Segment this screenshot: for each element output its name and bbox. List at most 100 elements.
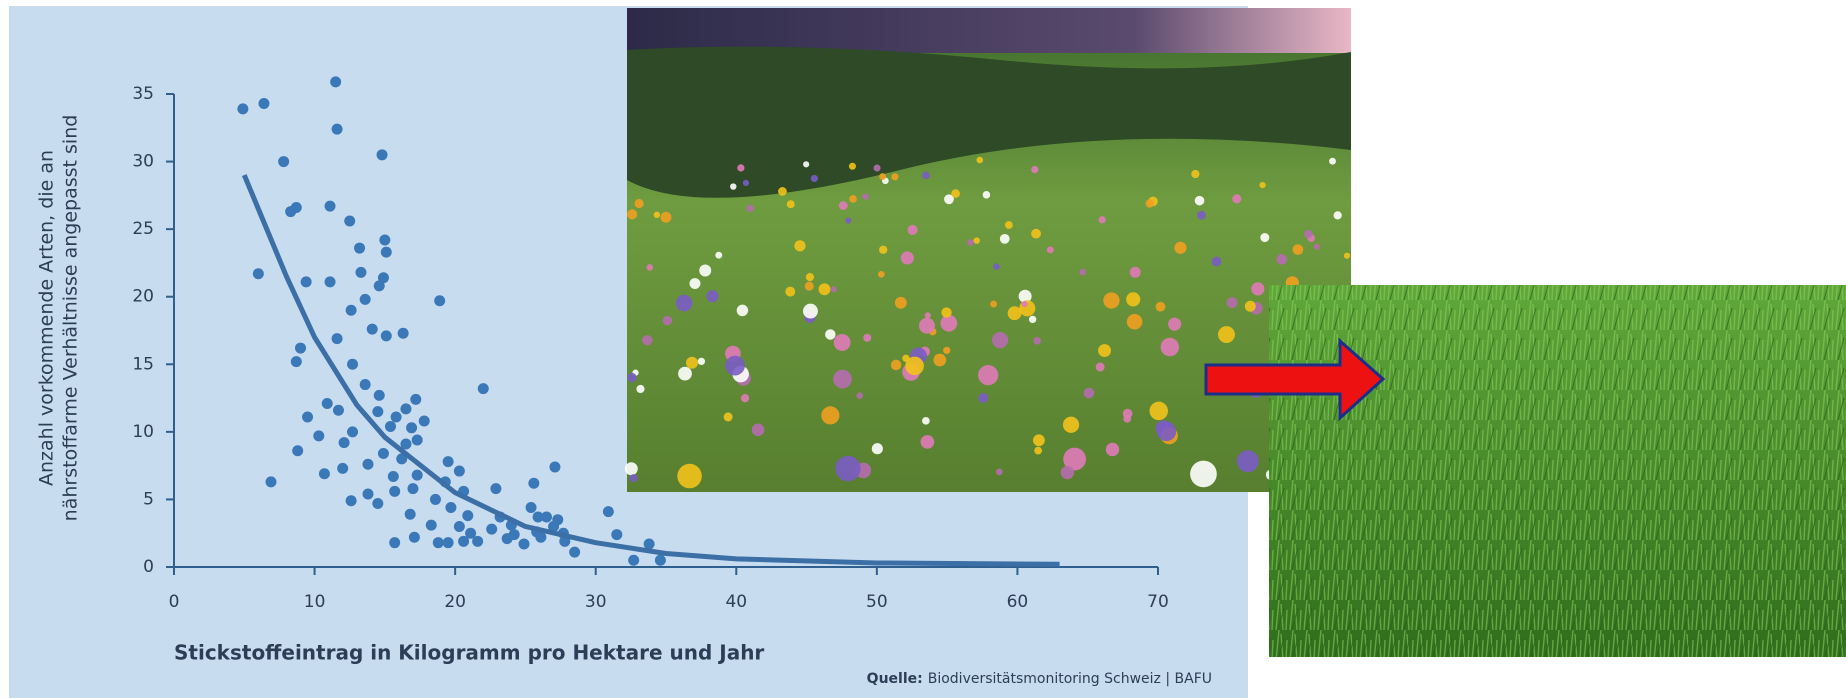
- flower: [1190, 461, 1217, 488]
- point: [360, 294, 371, 305]
- point: [391, 411, 402, 422]
- grass-blades: [1269, 285, 1846, 657]
- flower: [895, 297, 907, 309]
- point: [426, 520, 437, 531]
- flower: [747, 205, 754, 212]
- y-tick-label: 30: [132, 152, 154, 172]
- flower: [879, 173, 886, 180]
- point: [347, 359, 358, 370]
- point: [367, 324, 378, 335]
- flower: [785, 287, 795, 297]
- meadow-photo: [625, 8, 1351, 492]
- flower: [872, 443, 883, 454]
- x-tick-label: 70: [1147, 592, 1169, 612]
- point: [541, 511, 552, 522]
- flower: [707, 290, 719, 302]
- flower: [951, 189, 960, 198]
- flower: [878, 271, 885, 278]
- flower: [1259, 182, 1265, 188]
- point: [388, 471, 399, 482]
- y-tick-label: 35: [132, 84, 154, 104]
- flower: [1218, 326, 1235, 343]
- point: [337, 463, 348, 474]
- flower: [689, 278, 700, 289]
- flower: [636, 385, 644, 393]
- flower: [1005, 221, 1013, 229]
- source-text: Biodiversitätsmonitoring Schweiz | BAFU: [928, 671, 1212, 687]
- flower: [1063, 417, 1079, 433]
- flower: [1314, 244, 1320, 250]
- point: [472, 536, 483, 547]
- point: [344, 216, 355, 227]
- point: [433, 537, 444, 548]
- point: [301, 276, 312, 287]
- point: [412, 434, 423, 445]
- point: [405, 509, 416, 520]
- point: [362, 489, 373, 500]
- flower: [891, 360, 901, 370]
- grass-photo: [1269, 285, 1846, 657]
- flower: [627, 373, 636, 382]
- flower: [678, 367, 692, 381]
- point: [655, 555, 666, 566]
- flower: [849, 163, 856, 170]
- point: [332, 124, 343, 135]
- flower: [699, 264, 711, 276]
- flower: [1168, 318, 1181, 331]
- point: [486, 524, 497, 535]
- flower: [778, 187, 787, 196]
- flower: [908, 225, 918, 235]
- flower: [941, 307, 951, 317]
- y-tick-label: 10: [132, 422, 154, 442]
- point: [407, 483, 418, 494]
- point: [526, 502, 537, 513]
- flower: [1047, 246, 1054, 253]
- flower: [834, 334, 851, 351]
- point: [378, 448, 389, 459]
- point: [406, 422, 417, 433]
- flower: [831, 286, 837, 292]
- flower: [1197, 211, 1206, 220]
- point: [519, 539, 530, 550]
- point: [443, 456, 454, 467]
- flower: [978, 365, 998, 385]
- x-axis-label: Stickstoffeintrag in Kilogramm pro Hekta…: [174, 641, 764, 665]
- flower: [654, 212, 660, 218]
- flower: [845, 217, 851, 223]
- flower: [1098, 344, 1111, 357]
- flower: [642, 335, 652, 345]
- flower: [1174, 242, 1186, 254]
- source: Quelle:Biodiversitätsmonitoring Schweiz …: [867, 671, 1212, 687]
- x-tick-label: 50: [866, 592, 888, 612]
- flower: [1130, 267, 1141, 278]
- flower: [686, 357, 698, 369]
- flower: [1099, 216, 1106, 223]
- point: [385, 421, 396, 432]
- flower: [787, 200, 795, 208]
- point: [322, 398, 333, 409]
- flower: [1344, 253, 1350, 259]
- point: [445, 502, 456, 513]
- flower: [1000, 234, 1010, 244]
- flower: [1126, 292, 1140, 306]
- point: [291, 356, 302, 367]
- x-tick-label: 20: [444, 592, 466, 612]
- flower: [905, 357, 924, 376]
- point: [325, 201, 336, 212]
- point: [346, 305, 357, 316]
- flower: [943, 347, 950, 354]
- flower: [1191, 170, 1199, 178]
- flower: [974, 237, 980, 243]
- point: [292, 445, 303, 456]
- flower: [856, 392, 862, 398]
- point: [325, 276, 336, 287]
- point: [389, 537, 400, 548]
- flower: [863, 334, 871, 342]
- flower: [677, 464, 702, 489]
- flower: [1033, 434, 1045, 446]
- flower: [825, 329, 835, 339]
- point: [412, 470, 423, 481]
- point: [490, 483, 501, 494]
- flower: [725, 356, 745, 376]
- page: 05101520253035010203040506070Anzahl vork…: [0, 0, 1846, 699]
